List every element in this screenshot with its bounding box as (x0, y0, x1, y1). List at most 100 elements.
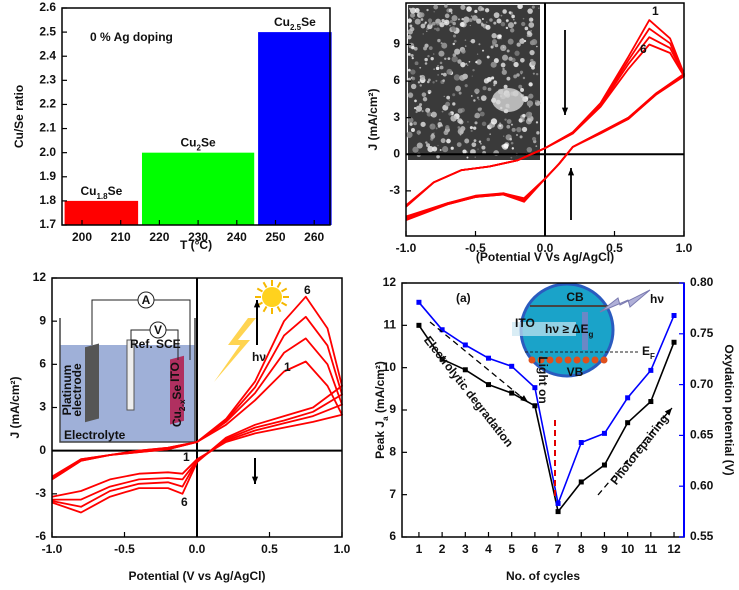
inset-label: A (142, 293, 151, 307)
sem-grain (453, 39, 457, 43)
sem-grain (526, 100, 534, 107)
sem-grain (435, 79, 438, 82)
y-tick-label: 2.6 (39, 0, 56, 14)
sun-icon (255, 280, 289, 314)
sem-grain (509, 137, 512, 141)
sem-grain (455, 85, 461, 92)
y-tick-label: 10 (383, 360, 397, 374)
sem-grain (475, 60, 478, 64)
sem-grain (520, 88, 524, 92)
inset-label: hν (650, 292, 664, 306)
sem-grain (407, 68, 411, 72)
y-tick-label: 1.9 (39, 169, 56, 183)
data-point (439, 327, 445, 333)
sem-grain (412, 146, 419, 153)
sem-grain (527, 8, 533, 14)
sem-grain (425, 107, 431, 113)
sem-grain (460, 4, 466, 10)
sem-grain (435, 66, 440, 71)
sun-ray (281, 287, 288, 293)
sem-grain (438, 118, 441, 121)
sem-grain (464, 138, 470, 144)
sem-grain (478, 98, 480, 101)
sem-grain (531, 60, 536, 66)
bar-label-part: 2.5 (290, 23, 302, 32)
sem-grain (436, 22, 439, 26)
y-axis-label: J (mA/cm²) (8, 376, 22, 438)
sem-grain (430, 124, 432, 127)
sem-grain (491, 33, 497, 39)
data-point (648, 367, 654, 373)
sem-grain (427, 18, 433, 23)
sem-grain (469, 24, 471, 27)
annotation: 1 (183, 450, 190, 464)
x-tick-label: -0.5 (465, 241, 486, 255)
sem-grain (415, 110, 418, 114)
sem-grain (423, 46, 428, 51)
sem-grain (409, 122, 413, 126)
sem-grain (438, 50, 445, 57)
sem-grain (466, 156, 469, 159)
sem-grain (457, 59, 462, 64)
sem-grain (464, 39, 467, 41)
x-tick-label: 5 (508, 542, 515, 556)
inset-label-part: Cu (170, 411, 184, 427)
sem-grain (507, 38, 514, 45)
sem-grain (457, 126, 461, 129)
sem-grain (505, 26, 509, 30)
annotation: 6 (640, 42, 647, 56)
cell-wall (59, 318, 196, 443)
sem-grain (448, 99, 451, 101)
sem-grain (485, 24, 491, 30)
x-tick-label: 12 (667, 542, 681, 556)
data-point (416, 322, 422, 328)
sem-grain (443, 19, 450, 26)
sem-grain (481, 7, 485, 11)
sem-grain (465, 62, 468, 65)
y-tick-label: 11 (383, 318, 396, 332)
sem-grain (493, 12, 500, 19)
x-tick-label: 6 (532, 542, 539, 556)
y-tick-label: -3 (35, 486, 46, 500)
sem-grain (474, 114, 478, 118)
sem-grain (433, 4, 439, 10)
x-tick-label: 250 (265, 230, 285, 244)
x-tick-label: -0.5 (114, 542, 135, 556)
sem-grain (531, 5, 535, 9)
sem-grain (452, 102, 456, 106)
annotation: 6 (181, 495, 188, 509)
sem-grain (480, 142, 482, 145)
y-tick-label: 0.75 (690, 326, 714, 340)
inset-label-part: F (650, 352, 655, 361)
sem-grain (416, 130, 421, 135)
sem-grain (508, 56, 513, 61)
sem-grain (479, 111, 485, 117)
sem-grain (513, 61, 519, 68)
sem-grain (529, 50, 535, 56)
sem-grain (420, 23, 426, 29)
x-tick-label: 2 (439, 542, 446, 556)
sem-grain (503, 46, 505, 48)
y-tick-label: 0.60 (690, 478, 714, 492)
sem-grain (426, 30, 428, 32)
sem-grain (407, 34, 412, 40)
bar (141, 152, 255, 225)
x-tick-label: 8 (578, 542, 585, 556)
sem-grain (428, 22, 432, 26)
sem-grain (508, 11, 512, 15)
x-tick-label: 0.5 (261, 542, 278, 556)
bar-label: Cu2Se (181, 136, 216, 152)
sem-grain (426, 111, 432, 117)
sem-grain (441, 73, 444, 76)
x-axis-label: (Potential V Vs Ag/AgCl) (476, 250, 614, 264)
sem-grain (427, 54, 430, 58)
data-point (532, 403, 538, 409)
sem-grain (528, 93, 534, 99)
sem-grain (531, 39, 538, 45)
sem-grain (482, 86, 487, 91)
sem-grain (526, 146, 533, 153)
data-line (418, 324, 675, 513)
sem-grain (437, 144, 439, 147)
annotation: 1 (652, 4, 659, 18)
data-point (578, 479, 584, 485)
